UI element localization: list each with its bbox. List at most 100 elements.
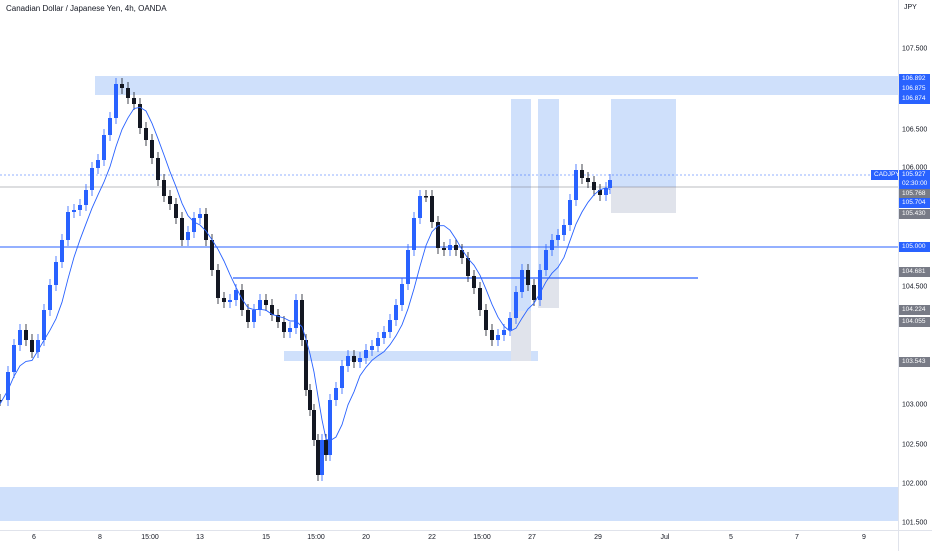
- position-target-2: [538, 99, 559, 277]
- candle-body: [598, 190, 602, 195]
- candle-body: [78, 205, 82, 210]
- price-tag: 106.875: [899, 84, 930, 94]
- price-chart[interactable]: [0, 0, 898, 530]
- candle-body: [264, 300, 268, 305]
- candle-body: [222, 298, 226, 302]
- candle-body: [162, 180, 166, 196]
- candle-body: [448, 245, 452, 250]
- time-label: 15:00: [141, 534, 159, 541]
- candle-body: [276, 315, 280, 322]
- candle-body: [508, 318, 512, 330]
- candle-body: [466, 258, 470, 276]
- candle-body: [174, 204, 178, 218]
- moving-average-line: [0, 106, 611, 442]
- candles-group: [0, 78, 612, 481]
- candle-body: [246, 310, 250, 322]
- time-label: 7: [795, 534, 799, 541]
- price-label: 106.000: [902, 164, 928, 172]
- position-stop-3: [611, 187, 676, 213]
- candle-body: [502, 330, 506, 335]
- candle-body: [418, 196, 422, 218]
- candle-body: [478, 288, 482, 310]
- countdown-tag: 02:30:00: [899, 179, 930, 189]
- candle-body: [526, 270, 530, 285]
- time-label: 6: [32, 534, 36, 541]
- candle-body: [198, 214, 202, 218]
- scale-corner: [898, 530, 932, 551]
- candle-body: [454, 245, 458, 250]
- candle-body: [568, 200, 572, 225]
- candle-body: [12, 345, 16, 372]
- time-label: 27: [528, 534, 536, 541]
- candle-body: [204, 214, 208, 240]
- candle-body: [388, 320, 392, 332]
- candle-body: [556, 235, 560, 240]
- candle-body: [328, 400, 332, 455]
- price-tag: 104.681: [899, 267, 930, 277]
- candle-body: [304, 340, 308, 390]
- candle-body: [562, 225, 566, 235]
- candle-body: [258, 300, 262, 310]
- price-label: 106.500: [902, 126, 928, 134]
- time-label: Jul: [660, 534, 670, 541]
- candle-body: [180, 218, 184, 240]
- candle-body: [48, 285, 52, 310]
- candle-body: [90, 168, 94, 190]
- candle-body: [216, 270, 220, 298]
- candle-body: [6, 372, 10, 400]
- time-label: 15: [262, 534, 270, 541]
- price-tag: 105.430: [899, 209, 930, 219]
- candle-body: [604, 188, 608, 195]
- candle-body: [430, 196, 434, 222]
- candle-body: [460, 250, 464, 258]
- candle-body: [320, 440, 324, 475]
- candle-body: [60, 240, 64, 262]
- price-tag: 106.892: [899, 74, 930, 84]
- candle-body: [150, 140, 154, 158]
- time-label: 15:00: [473, 534, 491, 541]
- time-scale[interactable]: 6 8 15:00 13 15 15:00 20 22 15:00 27 29 …: [0, 530, 898, 551]
- candle-body: [42, 310, 46, 340]
- candle-body: [114, 84, 118, 118]
- candle-body: [294, 300, 298, 328]
- candle-body: [364, 350, 368, 358]
- candle-body: [520, 270, 524, 292]
- candle-body: [0, 400, 2, 402]
- candle-body: [538, 270, 542, 300]
- demand-zone: [0, 487, 898, 521]
- candle-body: [66, 212, 70, 240]
- candle-body: [352, 356, 356, 362]
- price-tag: 106.874: [899, 94, 930, 104]
- candle-body: [270, 305, 274, 315]
- position-stop-1: [511, 311, 531, 361]
- supply-zone: [95, 76, 898, 95]
- candle-body: [96, 160, 100, 168]
- candle-body: [192, 218, 196, 232]
- symbol-tag: CADJPY: [871, 170, 900, 180]
- candle-body: [586, 178, 590, 182]
- position-target-3: [611, 99, 676, 187]
- candle-body: [334, 388, 338, 400]
- price-tag: 104.224: [899, 305, 930, 315]
- chart-area[interactable]: Canadian Dollar / Japanese Yen, 4h, OAND…: [0, 0, 898, 530]
- time-label: 29: [594, 534, 602, 541]
- candle-body: [72, 210, 76, 212]
- price-tag: 105.768: [899, 189, 930, 199]
- candle-body: [132, 98, 136, 104]
- candle-body: [312, 410, 316, 440]
- candle-body: [36, 340, 40, 352]
- chart-title: Canadian Dollar / Japanese Yen, 4h, OAND…: [6, 4, 167, 13]
- candle-body: [84, 190, 88, 205]
- candle-body: [228, 300, 232, 302]
- candle-body: [532, 285, 536, 300]
- position-stop-2: [538, 277, 559, 308]
- candle-body: [442, 248, 446, 250]
- candle-body: [340, 366, 344, 388]
- time-label: 20: [362, 534, 370, 541]
- candle-body: [544, 250, 548, 270]
- candle-body: [592, 182, 596, 190]
- candle-body: [370, 346, 374, 350]
- price-label: 107.500: [902, 45, 928, 53]
- price-label: 101.500: [902, 519, 928, 527]
- candle-body: [514, 292, 518, 318]
